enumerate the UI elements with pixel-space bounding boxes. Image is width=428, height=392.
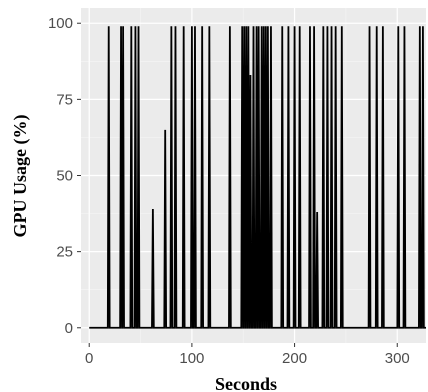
gpu-usage-series (89, 26, 426, 329)
y-axis-title: GPU Usage (%) (10, 115, 31, 238)
y-tick-label: 25 (56, 244, 73, 261)
y-tick-label: 75 (56, 91, 73, 108)
x-axis-title: Seconds (215, 374, 277, 392)
x-axis-ticks: 0 100 200 300 (85, 343, 410, 367)
y-tick-label: 50 (56, 168, 73, 185)
y-axis-ticks: 0 25 50 75 100 (48, 15, 81, 337)
x-tick-label: 300 (385, 350, 410, 367)
x-tick-label: 200 (282, 350, 307, 367)
y-tick-label: 0 (65, 320, 73, 337)
x-tick-label: 0 (85, 350, 93, 367)
x-tick-label: 100 (179, 350, 204, 367)
gpu-usage-line (89, 26, 426, 329)
y-tick-label: 100 (48, 15, 73, 32)
